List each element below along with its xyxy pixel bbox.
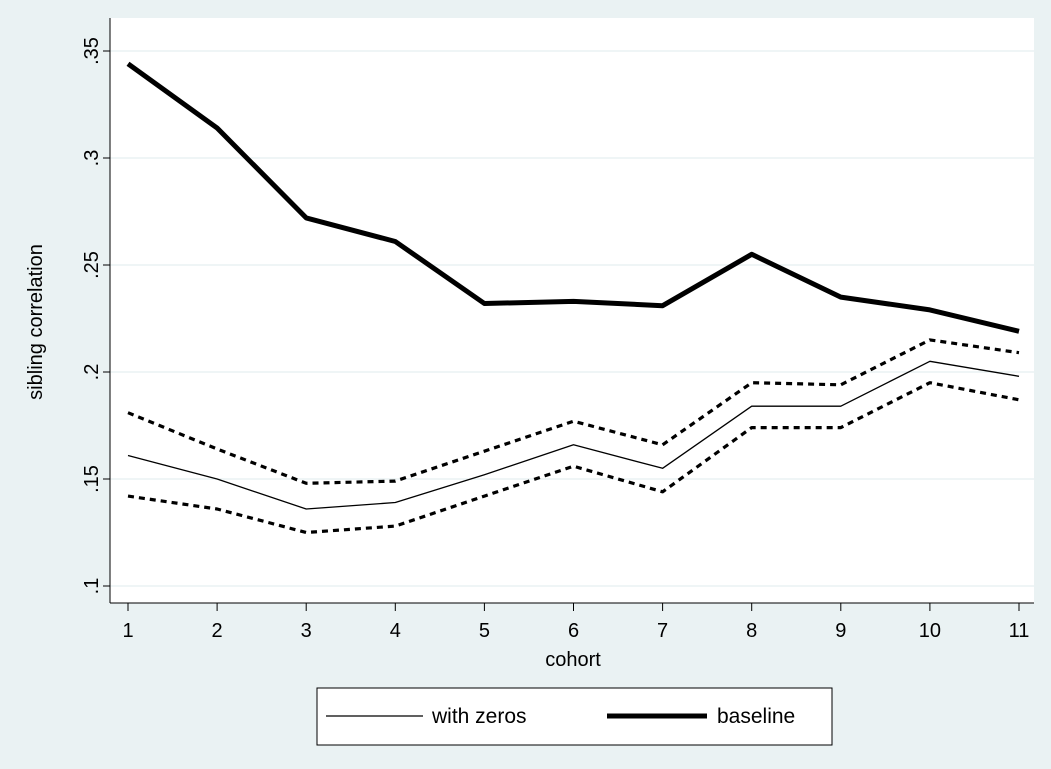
y-tick-label: .15 [81, 465, 103, 493]
x-tick-label: 7 [657, 620, 668, 642]
series-line-thick-solid-3 [126, 61, 1020, 334]
x-tick-label: 3 [301, 620, 312, 642]
x-tick-label: 8 [746, 620, 757, 642]
legend-label-baseline: baseline [717, 705, 795, 728]
series-line-dashed-1 [127, 338, 1020, 485]
legend-label-with-zeros: with zeros [431, 705, 527, 728]
y-tick-label: .2 [81, 364, 103, 381]
y-tick-label: .1 [81, 578, 103, 595]
x-tick-label: 9 [835, 620, 846, 642]
x-tick-label: 4 [390, 620, 401, 642]
plot-area [110, 18, 1034, 603]
x-tick-label: 2 [212, 620, 223, 642]
x-axis-title: cohort [545, 649, 601, 671]
y-tick-label: .25 [81, 251, 103, 279]
y-axis-title: sibling correlation [25, 244, 47, 400]
y-tick-label: .3 [81, 150, 103, 167]
legend: with zeros baseline [316, 687, 833, 746]
axis-layer: .1 .15 .2 .25 .3 .35 1 2 3 4 5 6 7 8 9 10 11 [81, 18, 1034, 642]
series-line-thin-solid-0 [127, 360, 1020, 510]
x-tick-label: 10 [919, 620, 941, 642]
grid-layer [110, 50, 1034, 587]
x-tick-label: 5 [479, 620, 490, 642]
series-line-dashed-2 [127, 381, 1020, 535]
x-tick-label: 6 [568, 620, 579, 642]
x-tick-label: 1 [122, 620, 133, 642]
x-tick-label: 11 [1009, 620, 1030, 642]
series-layer [126, 61, 1020, 535]
y-tick-label: .35 [81, 37, 103, 65]
